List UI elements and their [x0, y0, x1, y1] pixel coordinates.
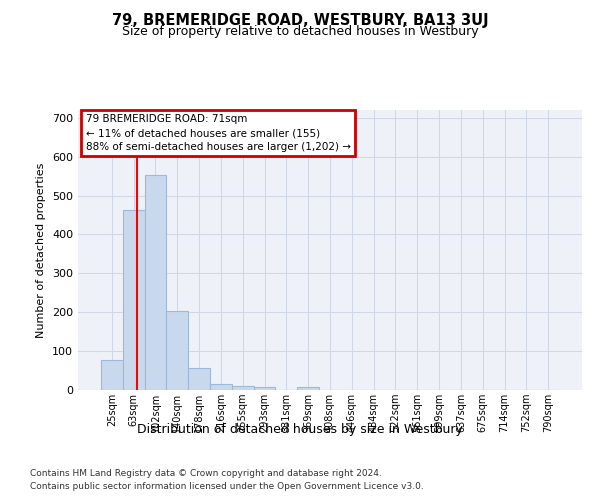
Bar [101, 360, 123, 390]
Bar [145, 175, 166, 390]
Text: Distribution of detached houses by size in Westbury: Distribution of detached houses by size … [137, 422, 463, 436]
Bar [254, 387, 275, 390]
Bar [188, 368, 210, 390]
Y-axis label: Number of detached properties: Number of detached properties [37, 162, 46, 338]
Text: Contains public sector information licensed under the Open Government Licence v3: Contains public sector information licen… [30, 482, 424, 491]
Bar [232, 386, 254, 390]
Bar [210, 384, 232, 390]
Bar [166, 312, 188, 390]
Text: 79, BREMERIDGE ROAD, WESTBURY, BA13 3UJ: 79, BREMERIDGE ROAD, WESTBURY, BA13 3UJ [112, 12, 488, 28]
Text: Size of property relative to detached houses in Westbury: Size of property relative to detached ho… [122, 25, 478, 38]
Bar [297, 387, 319, 390]
Text: Contains HM Land Registry data © Crown copyright and database right 2024.: Contains HM Land Registry data © Crown c… [30, 468, 382, 477]
Text: 79 BREMERIDGE ROAD: 71sqm
← 11% of detached houses are smaller (155)
88% of semi: 79 BREMERIDGE ROAD: 71sqm ← 11% of detac… [86, 114, 350, 152]
Bar [123, 210, 145, 390]
